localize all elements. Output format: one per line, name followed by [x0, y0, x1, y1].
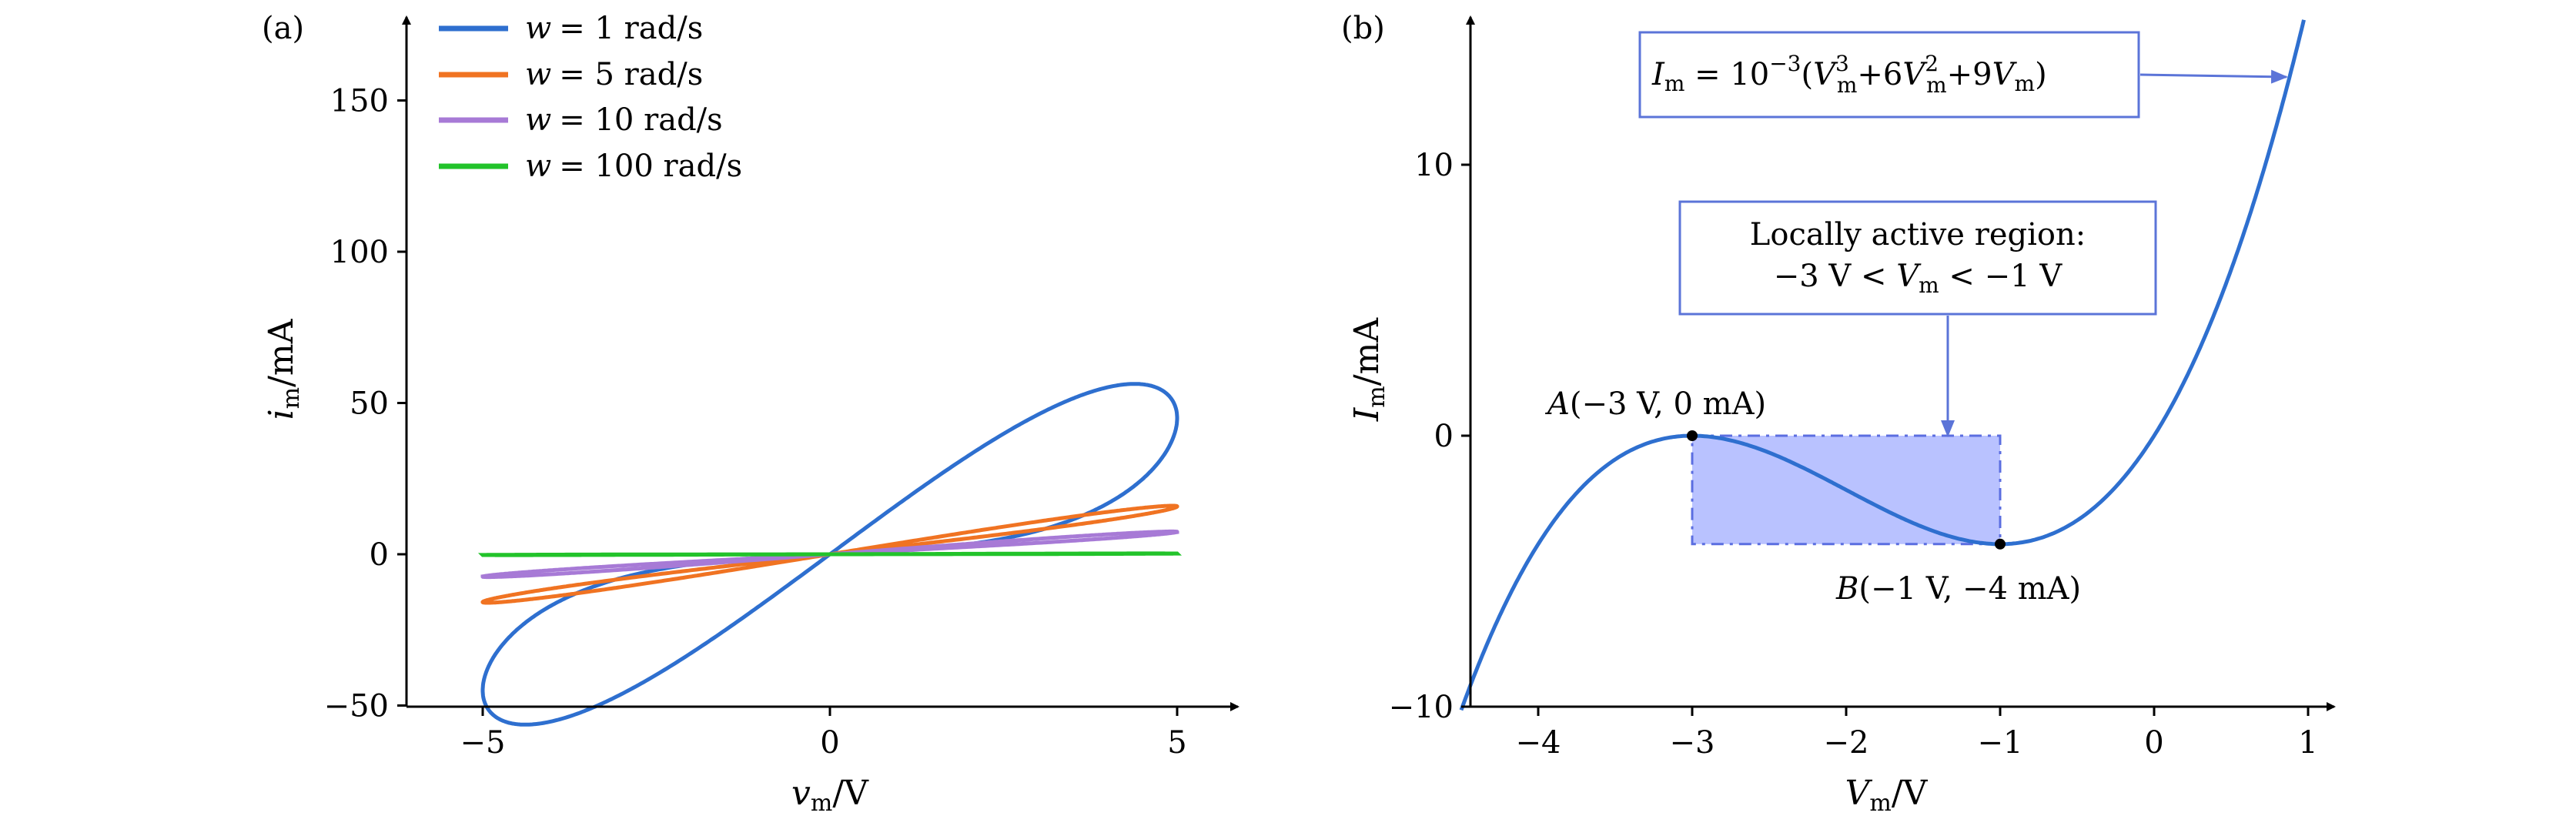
- legend-entry-w1: w = 1 rad/s: [439, 11, 703, 46]
- eq-lhs: I: [1651, 57, 1665, 92]
- legend-label-w5: w = 5 rad/s: [525, 57, 703, 92]
- b-xtick-label: 1: [2298, 725, 2317, 761]
- region-l2-var: V: [1896, 259, 1922, 294]
- a-ytick-label: 0: [370, 537, 389, 573]
- a-ytick-label: 50: [350, 386, 389, 422]
- a-xlabel-unit: /V: [832, 774, 869, 813]
- legend-label-w1: w = 1 rad/s: [525, 11, 703, 46]
- b-xlabel: Vm/V: [1845, 774, 1929, 817]
- point-a-letter: A: [1544, 386, 1570, 422]
- a-xlabel: vm/V: [791, 774, 869, 817]
- eq-v3-sub: m: [2015, 71, 2036, 96]
- a-xtick-label: 5: [1167, 725, 1186, 761]
- a-ylabel-sub: m: [278, 387, 305, 409]
- eq-v2: V: [1902, 57, 1928, 92]
- a-series-layer: [477, 382, 1183, 727]
- eq-plus9: +9: [1947, 57, 1992, 92]
- region-l2-sub: m: [1919, 273, 1939, 298]
- eq-v1-sub: m: [1837, 72, 1858, 98]
- eq-open: (: [1802, 57, 1814, 92]
- equation-text: Im = 10−3(V3 m+6V2 m+9Vm): [1651, 51, 2047, 98]
- b-xtick-label: −2: [1824, 725, 1869, 761]
- b-xtick-label: −3: [1670, 725, 1715, 761]
- legend-var-w1: w: [525, 11, 551, 46]
- legend-entry-w10: w = 10 rad/s: [439, 102, 723, 138]
- a-xticks: −5 0 5: [460, 707, 1187, 761]
- a-ytick-label: 100: [330, 235, 389, 270]
- b-xlabel-var: V: [1845, 774, 1873, 813]
- panel-a-label: (a): [262, 11, 304, 46]
- eq-v1: V: [1813, 57, 1838, 92]
- legend-rest-w100: = 100 rad/s: [559, 149, 742, 184]
- b-ytick-label: 10: [1414, 148, 1454, 183]
- legend-label-w10: w = 10 rad/s: [525, 102, 723, 138]
- eq-lhs-sub: m: [1664, 71, 1685, 96]
- b-xtick-label: −1: [1978, 725, 2023, 761]
- legend-label-w100: w = 100 rad/s: [525, 149, 742, 184]
- b-yticks: −10 0 10: [1389, 148, 1470, 725]
- point-b-letter: B: [1835, 571, 1858, 607]
- a-ylabel-var: i: [262, 409, 301, 420]
- legend-var-w10: w: [525, 102, 551, 138]
- equation-arrow: [2139, 69, 2288, 84]
- point-a-label: A(−3 V, 0 mA): [1544, 386, 1766, 422]
- a-ylabel-unit: /mA: [262, 318, 301, 387]
- b-ylabel-var: I: [1347, 406, 1387, 422]
- a-xtick-label: 0: [820, 725, 839, 761]
- eq-v2-sup: 2: [1925, 51, 1939, 76]
- legend-var-w100: w: [525, 149, 551, 184]
- b-xlabel-sub: m: [1869, 790, 1891, 817]
- legend-entry-w100: w = 100 rad/s: [439, 149, 742, 184]
- legend-entry-w5: w = 5 rad/s: [439, 57, 703, 92]
- legend-rest-w1: = 1 rad/s: [559, 11, 703, 46]
- b-xtick-label: −4: [1516, 725, 1561, 761]
- a-xlabel-sub: m: [811, 790, 832, 817]
- region-line2: −3 V < Vm < −1 V: [1774, 259, 2063, 298]
- region-line1: Locally active region:: [1750, 217, 2086, 252]
- a-yticks: −50 0 50 100 150: [324, 84, 406, 724]
- series-w100-loop: [477, 551, 1183, 557]
- a-xlabel-var: v: [791, 774, 811, 813]
- eq-v1-sup: 3: [1835, 51, 1849, 76]
- b-ytick-label: 0: [1434, 419, 1454, 454]
- b-xtick-label: 0: [2144, 725, 2163, 761]
- eq-exponent: −3: [1769, 51, 1801, 76]
- eq-close: ): [2035, 57, 2047, 92]
- b-xticks: −4 −3 −2 −1 0 1: [1516, 707, 2318, 761]
- region-l2-a: −3 V <: [1774, 259, 1897, 294]
- a-ylabel: im/mA: [262, 318, 305, 420]
- legend-rest-w10: = 10 rad/s: [559, 102, 722, 138]
- point-a-coords: (−3 V, 0 mA): [1570, 386, 1766, 422]
- equation-box: [1638, 31, 2140, 119]
- a-xtick-label: −5: [460, 725, 506, 761]
- a-ytick-label: −50: [324, 689, 389, 724]
- b-ylabel-sub: m: [1363, 386, 1390, 407]
- eq-v2-sub: m: [1926, 72, 1947, 98]
- a-legend: w = 1 rad/s w = 5 rad/s w = 10 rad/s w = 100…: [439, 11, 742, 184]
- b-ylabel: Im/mA: [1347, 317, 1390, 422]
- eq-equals: = 10: [1684, 57, 1769, 92]
- b-ytick-label: −10: [1389, 690, 1454, 725]
- region-l2-b: < −1 V: [1939, 259, 2063, 294]
- b-ylabel-unit: /mA: [1347, 317, 1387, 386]
- a-ytick-label: 150: [330, 84, 389, 119]
- panel-b-label: (b): [1341, 11, 1385, 46]
- eq-v3: V: [1992, 57, 2018, 92]
- legend-rest-w5: = 5 rad/s: [559, 57, 703, 92]
- point-b-label: B(−1 V, −4 mA): [1835, 571, 2081, 607]
- point-b-marker: [1995, 538, 2006, 550]
- b-xlabel-unit: /V: [1892, 774, 1929, 813]
- point-b-coords: (−1 V, −4 mA): [1858, 571, 2081, 607]
- legend-var-w5: w: [525, 57, 551, 92]
- region-box: [1678, 200, 2157, 316]
- iv-curve: [1459, 19, 2306, 711]
- eq-plus6: +6: [1857, 57, 1902, 92]
- point-a-marker: [1687, 430, 1698, 441]
